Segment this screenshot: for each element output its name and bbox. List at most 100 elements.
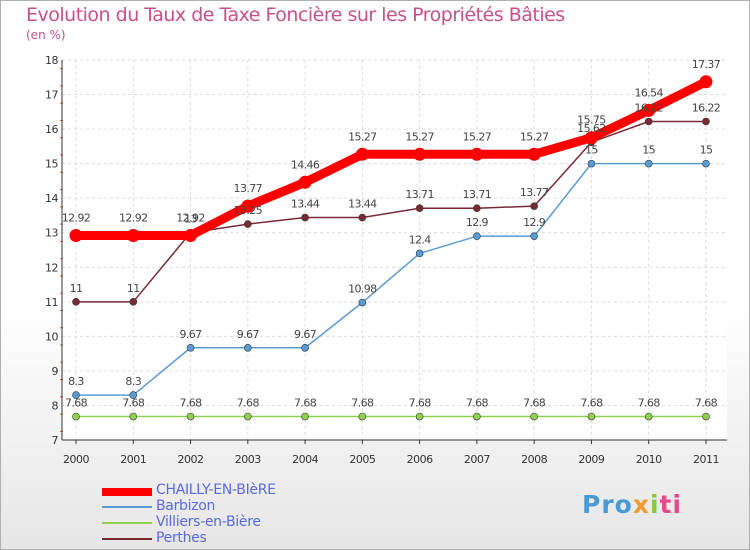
legend-label-chailly: CHAILLY-EN-BIèRE [156, 482, 276, 498]
legend-label-perthes: Perthes [156, 530, 207, 546]
y-tick-label: 17 [45, 89, 58, 102]
legend-label-villiers: Villiers-en-Bière [156, 514, 261, 530]
series-line-0 [71, 77, 711, 240]
data-point-1 [129, 391, 138, 399]
x-tick-label: 2011 [693, 453, 719, 466]
data-label-1: 15 [585, 144, 598, 157]
data-point-0 [184, 228, 198, 242]
data-label-2: 7.68 [294, 397, 317, 410]
data-point-2 [644, 412, 653, 421]
data-point-3 [644, 117, 653, 126]
data-label-2: 7.68 [65, 397, 88, 410]
data-label-2: 7.68 [523, 397, 546, 410]
data-label-3: 15.62 [577, 122, 606, 135]
x-tick-label: 2002 [178, 453, 204, 466]
data-label-2: 7.68 [638, 397, 661, 410]
data-point-3 [473, 204, 481, 212]
data-point-3 [530, 202, 538, 210]
data-label-1: 15 [642, 144, 655, 157]
data-point-1 [530, 232, 538, 240]
data-point-1 [415, 249, 424, 258]
x-tick-label: 2007 [464, 453, 490, 466]
data-point-1 [358, 298, 367, 307]
data-label-2: 7.68 [409, 397, 432, 410]
data-point-0 [584, 131, 598, 145]
data-point-1 [587, 159, 596, 168]
x-tick-label: 2003 [235, 453, 261, 466]
y-tick-label: 8 [52, 399, 59, 412]
legend-item-chailly: CHAILLY-EN-BIèRE [102, 482, 362, 499]
data-label-2: 7.68 [179, 397, 202, 410]
data-label-0: 15.27 [405, 130, 434, 143]
data-label-3: 11 [70, 282, 83, 295]
data-point-0 [413, 147, 427, 161]
data-label-0: 12.92 [119, 211, 148, 224]
data-label-3: 13.71 [463, 188, 492, 201]
data-point-1 [702, 159, 710, 168]
data-point-3 [358, 213, 367, 222]
data-label-0: 14.46 [291, 158, 320, 171]
data-point-2 [129, 412, 138, 421]
data-label-1: 12.4 [409, 233, 432, 246]
data-label-0: 12.92 [176, 211, 205, 224]
y-tick-label: 7 [52, 434, 59, 447]
data-point-2 [301, 412, 309, 421]
y-tick-label: 10 [45, 330, 58, 343]
data-point-2 [244, 412, 252, 421]
chart-title: Evolution du Taux de Taxe Foncière sur l… [26, 4, 565, 26]
data-point-2 [473, 412, 481, 421]
y-tick-label: 18 [45, 54, 58, 67]
data-point-0 [241, 199, 255, 213]
data-point-1 [301, 343, 309, 352]
x-tick-label: 2008 [521, 453, 547, 466]
data-point-0 [298, 175, 312, 189]
x-tick-label: 2009 [578, 453, 604, 466]
legend-swatch-chailly [102, 488, 152, 496]
data-point-0 [355, 147, 369, 161]
data-point-0 [470, 147, 484, 161]
data-point-2 [415, 412, 424, 421]
x-tick-label: 2006 [407, 453, 433, 466]
data-point-3 [244, 220, 252, 228]
legend-swatch-barbizon [102, 506, 152, 508]
data-point-3 [415, 204, 424, 212]
x-tick-label: 2004 [292, 453, 318, 466]
y-tick-label: 11 [45, 296, 58, 309]
chart-legend: CHAILLY-EN-BIèRE Barbizon Villiers-en-Bi… [102, 482, 362, 547]
data-point-1 [72, 391, 80, 399]
data-label-3: 13 [184, 213, 197, 226]
data-point-0 [642, 103, 656, 117]
data-label-1: 15 [700, 144, 713, 157]
y-tick-label: 12 [45, 261, 58, 274]
x-tick-label: 2000 [63, 453, 89, 466]
data-point-2 [530, 412, 538, 421]
data-label-1: 8.3 [68, 375, 84, 388]
data-label-1: 8.3 [125, 375, 141, 388]
x-tick-label: 2005 [349, 453, 375, 466]
data-label-3: 16.22 [634, 101, 663, 114]
data-label-2: 7.68 [695, 397, 718, 410]
legend-item-villiers: Villiers-en-Bière [102, 514, 362, 531]
series-line-1 [75, 162, 707, 396]
legend-label-barbizon: Barbizon [156, 498, 216, 514]
series-line-3 [75, 120, 707, 303]
proxiti-logo: Proxiti [582, 490, 683, 519]
data-label-1: 12.9 [523, 216, 546, 229]
legend-swatch-villiers [102, 522, 152, 524]
data-label-0: 16.54 [634, 86, 663, 99]
data-point-0 [699, 75, 713, 89]
data-label-3: 11 [127, 282, 140, 295]
y-tick-label: 14 [45, 192, 58, 205]
data-point-3 [129, 298, 138, 306]
data-point-2 [702, 412, 710, 421]
data-point-2 [587, 412, 596, 421]
y-tick-label: 13 [45, 227, 58, 240]
legend-swatch-perthes [102, 538, 152, 540]
data-label-0: 15.27 [348, 130, 377, 143]
x-tick-label: 2001 [120, 453, 146, 466]
data-label-2: 7.68 [580, 397, 603, 410]
data-label-3: 13.25 [234, 204, 263, 217]
data-label-2: 7.68 [351, 397, 374, 410]
data-label-2: 7.68 [237, 397, 260, 410]
